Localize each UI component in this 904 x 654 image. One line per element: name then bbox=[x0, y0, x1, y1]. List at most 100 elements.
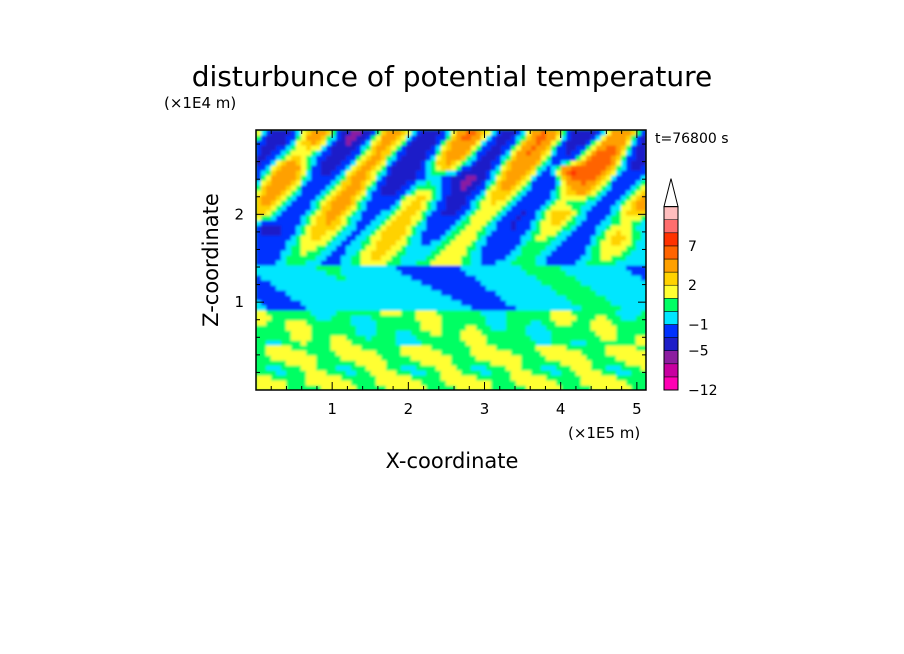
field-cell bbox=[271, 235, 277, 241]
field-cell bbox=[521, 355, 527, 361]
field-cell bbox=[566, 370, 572, 376]
field-cell bbox=[301, 130, 307, 136]
field-cell bbox=[331, 130, 337, 136]
field-cell bbox=[426, 300, 432, 306]
field-cell bbox=[466, 180, 472, 186]
field-cell bbox=[471, 270, 477, 276]
field-cell bbox=[571, 345, 577, 351]
field-cell bbox=[416, 135, 422, 141]
field-cell bbox=[486, 200, 492, 206]
field-cell bbox=[426, 310, 432, 316]
field-cell bbox=[481, 270, 487, 276]
field-cell bbox=[361, 180, 367, 186]
field-cell bbox=[631, 255, 637, 261]
field-cell bbox=[256, 320, 262, 326]
field-cell bbox=[336, 310, 342, 316]
field-cell bbox=[576, 160, 582, 166]
field-cell bbox=[561, 315, 567, 321]
field-cell bbox=[466, 240, 472, 246]
field-cell bbox=[576, 140, 582, 146]
field-cell bbox=[316, 355, 322, 361]
field-cell bbox=[416, 140, 422, 146]
field-cell bbox=[621, 260, 627, 266]
field-cell bbox=[401, 265, 407, 271]
field-cell bbox=[586, 165, 592, 171]
field-cell bbox=[551, 265, 557, 271]
field-cell bbox=[571, 360, 577, 366]
field-cell bbox=[356, 250, 362, 256]
field-cell bbox=[311, 365, 317, 371]
field-cell bbox=[261, 255, 267, 261]
field-cell bbox=[401, 155, 407, 161]
field-cell bbox=[426, 325, 432, 331]
field-cell bbox=[611, 175, 617, 181]
field-cell bbox=[611, 265, 617, 271]
field-cell bbox=[396, 195, 402, 201]
field-cell bbox=[556, 255, 562, 261]
field-cell bbox=[396, 200, 402, 206]
field-cell bbox=[466, 235, 472, 241]
field-cell bbox=[326, 295, 332, 301]
field-cell bbox=[271, 385, 277, 390]
field-cell bbox=[386, 315, 392, 321]
field-cell bbox=[401, 285, 407, 291]
field-cell bbox=[591, 205, 597, 211]
field-cell bbox=[406, 255, 412, 261]
field-cell bbox=[491, 220, 497, 226]
field-cell bbox=[536, 165, 542, 171]
field-cell bbox=[331, 245, 337, 251]
field-cell bbox=[291, 280, 297, 286]
field-cell bbox=[316, 210, 322, 216]
field-cell bbox=[261, 265, 267, 271]
field-cell bbox=[446, 240, 452, 246]
field-cell bbox=[256, 185, 262, 191]
field-cell bbox=[551, 180, 557, 186]
field-cell bbox=[481, 220, 487, 226]
field-cell bbox=[601, 295, 607, 301]
field-cell bbox=[566, 175, 572, 181]
field-cell bbox=[591, 365, 597, 371]
field-cell bbox=[566, 295, 572, 301]
field-cell bbox=[356, 325, 362, 331]
field-cell bbox=[586, 140, 592, 146]
field-cell bbox=[556, 140, 562, 146]
field-cell bbox=[466, 285, 472, 291]
field-cell bbox=[326, 260, 332, 266]
field-cell bbox=[601, 370, 607, 376]
field-cell bbox=[291, 175, 297, 181]
field-cell bbox=[481, 260, 487, 266]
field-cell bbox=[511, 380, 517, 386]
field-cell bbox=[551, 305, 557, 311]
field-cell bbox=[421, 365, 427, 371]
field-cell bbox=[526, 135, 532, 141]
field-cell bbox=[641, 210, 646, 216]
field-cell bbox=[301, 145, 307, 151]
field-cell bbox=[521, 345, 527, 351]
field-cell bbox=[326, 280, 332, 286]
field-cell bbox=[616, 310, 622, 316]
field-cell bbox=[631, 280, 637, 286]
field-cell bbox=[531, 275, 537, 281]
field-cell bbox=[576, 310, 582, 316]
field-cell bbox=[346, 300, 352, 306]
field-cell bbox=[636, 145, 642, 151]
field-cell bbox=[496, 240, 502, 246]
field-cell bbox=[456, 365, 462, 371]
field-cell bbox=[366, 210, 372, 216]
field-cell bbox=[306, 335, 312, 341]
field-cell bbox=[431, 355, 437, 361]
time-label: t=76800 s bbox=[655, 131, 729, 147]
field-cell bbox=[306, 245, 312, 251]
field-cell bbox=[346, 220, 352, 226]
field-cell bbox=[306, 170, 312, 176]
field-cell bbox=[391, 305, 397, 311]
field-cell bbox=[596, 375, 602, 381]
field-cell bbox=[411, 195, 417, 201]
field-cell bbox=[306, 255, 312, 261]
field-cell bbox=[381, 275, 387, 281]
field-cell bbox=[611, 225, 617, 231]
field-cell bbox=[521, 370, 527, 376]
field-cell bbox=[336, 350, 342, 356]
field-cell bbox=[256, 150, 262, 156]
field-cell bbox=[371, 210, 377, 216]
